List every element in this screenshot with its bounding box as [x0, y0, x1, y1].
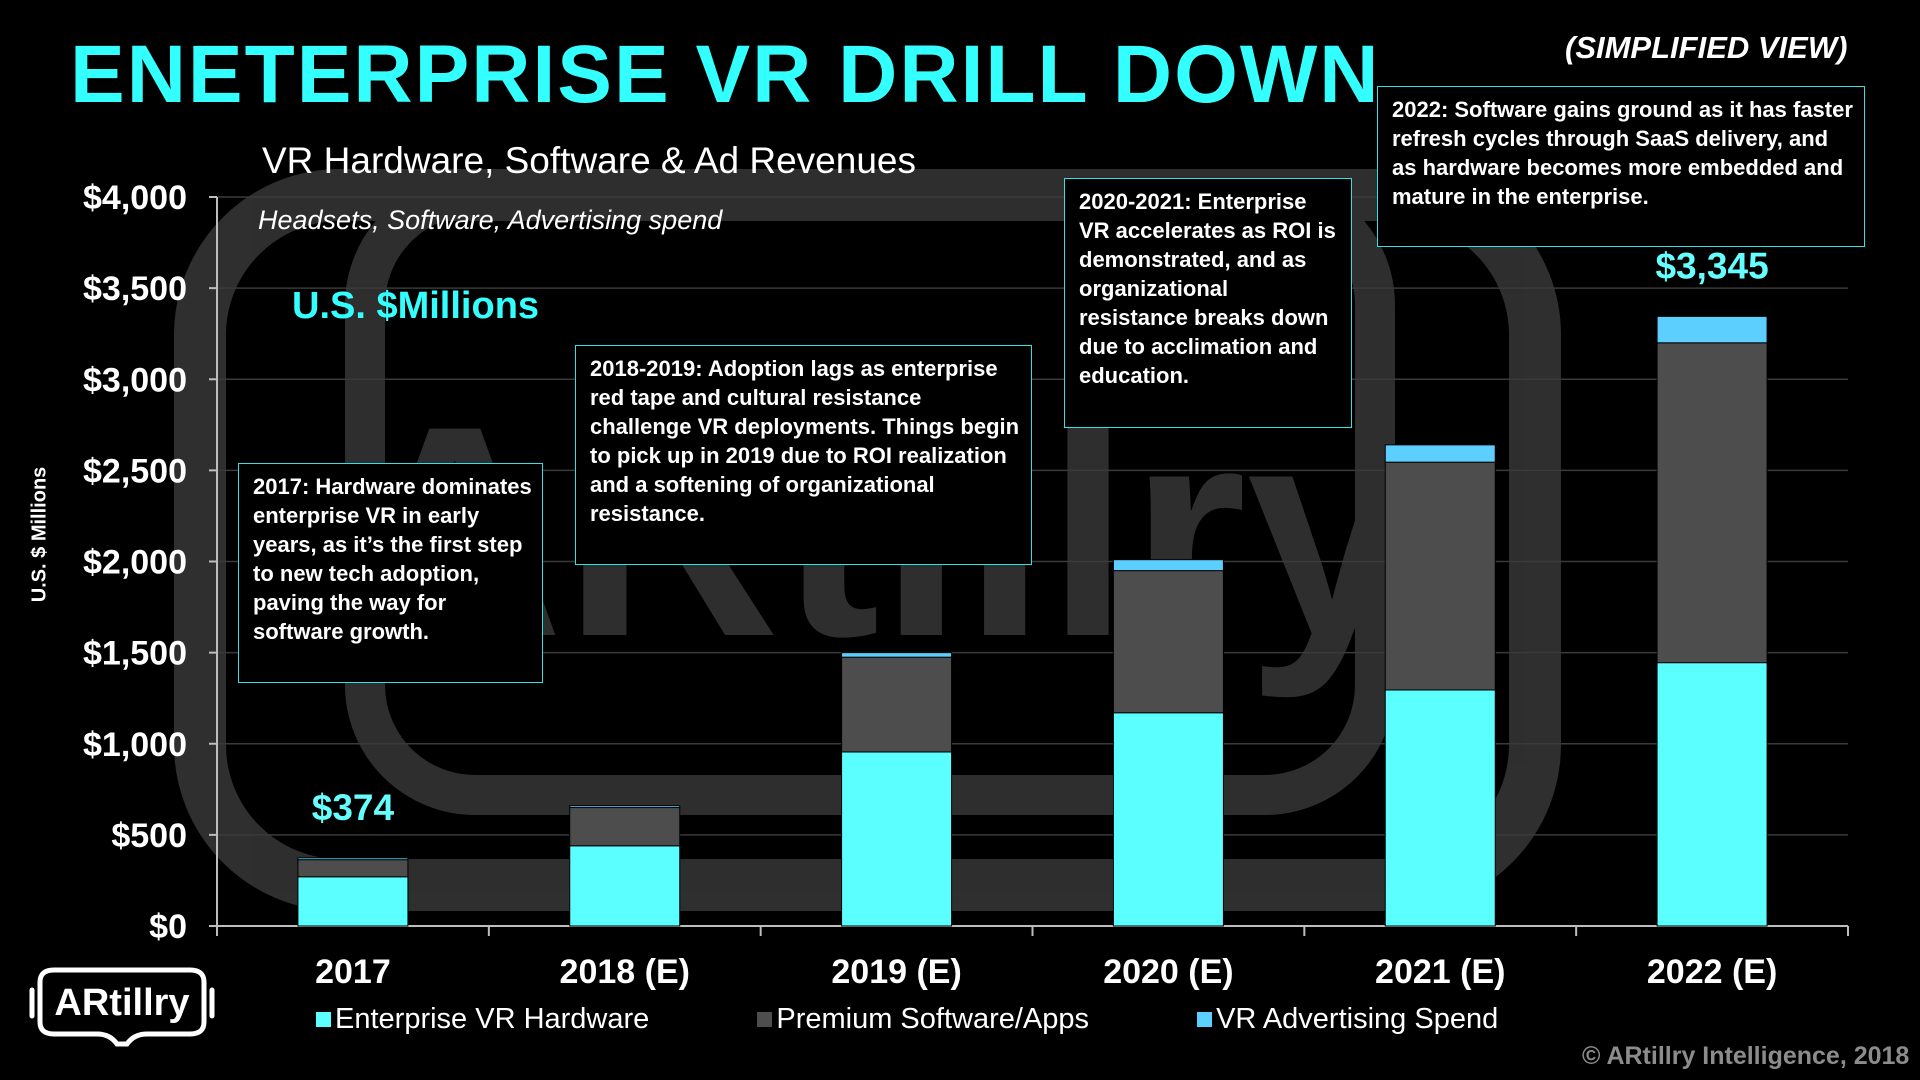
bar-segment-vr-advertising-spend	[297, 857, 409, 861]
units-label: U.S. $Millions	[292, 285, 540, 327]
y-tick-label: $3,500	[83, 270, 187, 308]
axes	[209, 196, 1849, 936]
bar-segment-enterprise-vr-hardware	[1384, 689, 1496, 927]
annotation-2022: 2022: Software gains ground as it has fa…	[1377, 86, 1865, 247]
legend-item-hardware: Enterprise VR Hardware	[316, 1003, 649, 1036]
y-tick-label: $500	[111, 817, 187, 855]
x-tick-label: 2019 (E)	[831, 953, 961, 991]
y-tick-label: $4,000	[83, 179, 187, 217]
legend-swatch-advertising	[1197, 1012, 1213, 1027]
data-label: $3,345	[1655, 245, 1768, 286]
y-tick-label: $0	[149, 908, 187, 946]
bar-segment-premium-software-apps	[1112, 570, 1224, 714]
bar-segment-enterprise-vr-hardware	[841, 751, 953, 927]
bars	[297, 315, 1768, 927]
y-tick-label: $1,500	[83, 635, 187, 673]
legend-item-software: Premium Software/Apps	[757, 1003, 1089, 1036]
x-tick-label: 2022 (E)	[1647, 953, 1777, 991]
legend-swatch-software	[757, 1012, 773, 1027]
chart-subtitle: Headsets, Software, Advertising spend	[258, 205, 723, 235]
data-label: $374	[312, 787, 395, 828]
bar-segment-premium-software-apps	[841, 656, 953, 753]
bar-segment-vr-advertising-spend	[1112, 559, 1224, 572]
tick-labels: $0 $500 $1,000 $1,500 $2,000 $2,500 $3,000 $3,5…	[83, 179, 1777, 991]
annotation-2018-2019: 2018-2019: Adoption lags as enterprise r…	[575, 345, 1032, 565]
bar-segment-vr-advertising-spend	[1384, 444, 1496, 463]
annotation-2017: 2017: Hardware dominates enterprise VR i…	[238, 463, 543, 683]
bar-segment-vr-advertising-spend	[569, 805, 681, 809]
bar-segment-premium-software-apps	[297, 859, 409, 878]
bar-segment-premium-software-apps	[1384, 461, 1496, 691]
artillry-logo: ARtillry	[29, 967, 215, 1047]
x-tick-label: 2018 (E)	[560, 953, 690, 991]
bar-segment-enterprise-vr-hardware	[569, 845, 681, 927]
bar-segment-vr-advertising-spend	[1656, 315, 1768, 344]
y-axis-label: U.S. $ Millions	[28, 466, 51, 603]
y-tick-label: $3,000	[83, 361, 187, 399]
y-tick-label: $2,500	[83, 452, 187, 490]
legend-swatch-hardware	[316, 1012, 331, 1027]
view-label: (SIMPLIFIED VIEW)	[1565, 30, 1848, 65]
bar-segment-premium-software-apps	[569, 807, 681, 847]
chart-legend: Enterprise VR Hardware Premium Software/…	[316, 1002, 1598, 1036]
y-tick-label: $2,000	[83, 544, 187, 582]
legend-label-hardware: Enterprise VR Hardware	[335, 1003, 650, 1035]
bar-segment-vr-advertising-spend	[841, 652, 953, 658]
logo-text: ARtillry	[54, 982, 189, 1024]
x-tick-label: 2021 (E)	[1375, 953, 1505, 991]
x-tick-label: 2017	[315, 953, 391, 991]
bar-segment-enterprise-vr-hardware	[297, 876, 409, 927]
copyright: © ARtillry Intelligence, 2018	[1582, 1042, 1910, 1070]
y-tick-label: $1,000	[83, 726, 187, 764]
bar-segment-premium-software-apps	[1656, 342, 1768, 664]
page-title: ENETERPRISE VR DRILL DOWN	[70, 29, 1381, 120]
annotation-2020-2021: 2020-2021: Enterprise VR accelerates as …	[1064, 178, 1352, 428]
legend-label-advertising: VR Advertising Spend	[1216, 1003, 1499, 1035]
chart-title: VR Hardware, Software & Ad Revenues	[262, 140, 916, 181]
x-tick-label: 2020 (E)	[1103, 953, 1233, 991]
bar-segment-enterprise-vr-hardware	[1656, 662, 1768, 927]
legend-item-advertising: VR Advertising Spend	[1197, 1003, 1498, 1036]
legend-label-software: Premium Software/Apps	[776, 1003, 1090, 1035]
bar-segment-enterprise-vr-hardware	[1112, 712, 1224, 927]
